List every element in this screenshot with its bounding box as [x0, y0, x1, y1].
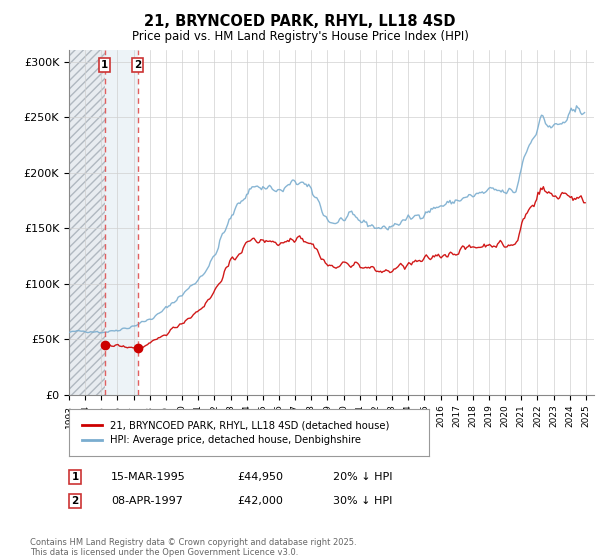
Bar	[104, 50, 138, 395]
Text: Contains HM Land Registry data © Crown copyright and database right 2025.
This d: Contains HM Land Registry data © Crown c…	[30, 538, 356, 557]
Text: 21, BRYNCOED PARK, RHYL, LL18 4SD: 21, BRYNCOED PARK, RHYL, LL18 4SD	[144, 14, 456, 29]
Text: 1: 1	[71, 472, 79, 482]
Text: 30% ↓ HPI: 30% ↓ HPI	[333, 496, 392, 506]
Text: £42,000: £42,000	[237, 496, 283, 506]
Text: £44,950: £44,950	[237, 472, 283, 482]
Text: 08-APR-1997: 08-APR-1997	[111, 496, 183, 506]
Bar	[69, 50, 104, 395]
Text: 1: 1	[101, 60, 109, 70]
Text: Price paid vs. HM Land Registry's House Price Index (HPI): Price paid vs. HM Land Registry's House …	[131, 30, 469, 43]
Text: 2: 2	[71, 496, 79, 506]
Text: 2: 2	[134, 60, 142, 70]
Text: 15-MAR-1995: 15-MAR-1995	[111, 472, 186, 482]
Legend: 21, BRYNCOED PARK, RHYL, LL18 4SD (detached house), HPI: Average price, detached: 21, BRYNCOED PARK, RHYL, LL18 4SD (detac…	[77, 416, 393, 449]
Text: 20% ↓ HPI: 20% ↓ HPI	[333, 472, 392, 482]
